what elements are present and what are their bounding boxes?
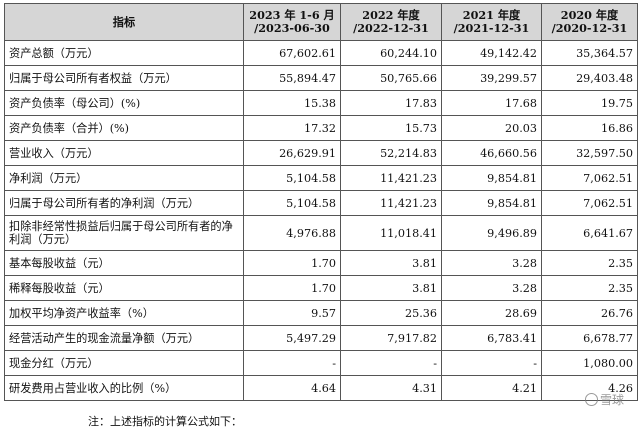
cell-value: 32,597.50: [541, 140, 638, 166]
row-label: 加权平均净资产收益率（%）: [4, 300, 244, 326]
cell-value: 29,403.48: [541, 65, 638, 91]
cell-value: 26,629.91: [243, 140, 341, 166]
cell-value: 9,854.81: [441, 190, 542, 216]
row-label: 稀释每股收益（元）: [4, 275, 244, 301]
cell-value: 5,104.58: [243, 165, 341, 191]
cell-value: 16.86: [541, 115, 638, 141]
table-row: 稀释每股收益（元） 1.70 3.81 3.28 2.35: [4, 275, 638, 301]
cell-value: 7,917.82: [340, 325, 442, 351]
table-row: 营业收入（万元） 26,629.91 52,214.83 46,660.56 3…: [4, 140, 638, 166]
cell-value: 52,214.83: [340, 140, 442, 166]
row-label: 资产总额（万元）: [4, 40, 244, 66]
table-row: 扣除非经常性损益后归属于母公司所有者的净利润（万元） 4,976.88 11,0…: [4, 215, 638, 251]
cell-value: 6,783.41: [441, 325, 542, 351]
table-row: 净利润（万元） 5,104.58 11,421.23 9,854.81 7,06…: [4, 165, 638, 191]
row-label: 资产负债率（合并）(%): [4, 115, 244, 141]
cell-value: 17.83: [340, 90, 442, 116]
table-row: 加权平均净资产收益率（%） 9.57 25.36 28.69 26.76: [4, 300, 638, 326]
cell-value: -: [441, 350, 542, 376]
cell-value: 5,104.58: [243, 190, 341, 216]
cell-value: 11,018.41: [340, 215, 442, 251]
chat-bubble-icon: [584, 393, 598, 406]
financial-table-container: 指标 2023 年 1-6 月/2023-06-30 2022 年度/2022-…: [4, 3, 638, 401]
row-label: 基本每股收益（元）: [4, 250, 244, 276]
cell-value: 1.70: [243, 275, 341, 301]
header-2020: 2020 年度/2020-12-31: [541, 3, 638, 41]
cell-value: 3.28: [441, 275, 542, 301]
table-row: 经营活动产生的现金流量净额（万元） 5,497.29 7,917.82 6,78…: [4, 325, 638, 351]
cell-value: 1.70: [243, 250, 341, 276]
row-label: 研发费用占营业收入的比例（%）: [4, 375, 244, 401]
row-label: 净利润（万元）: [4, 165, 244, 191]
cell-value: 17.32: [243, 115, 341, 141]
table-row: 研发费用占营业收入的比例（%） 4.64 4.31 4.21 4.26: [4, 375, 638, 401]
cell-value: 1,080.00: [541, 350, 638, 376]
cell-value: 9,854.81: [441, 165, 542, 191]
cell-value: 60,244.10: [340, 40, 442, 66]
cell-value: 19.75: [541, 90, 638, 116]
header-2023h1: 2023 年 1-6 月/2023-06-30: [243, 3, 341, 41]
cell-value: -: [243, 350, 341, 376]
cell-value: 17.68: [441, 90, 542, 116]
cell-value: 35,364.57: [541, 40, 638, 66]
cell-value: 11,421.23: [340, 165, 442, 191]
cell-value: 50,765.66: [340, 65, 442, 91]
cell-value: 55,894.47: [243, 65, 341, 91]
header-row: 指标 2023 年 1-6 月/2023-06-30 2022 年度/2022-…: [4, 3, 638, 41]
cell-value: 4.31: [340, 375, 442, 401]
cell-value: 7,062.51: [541, 190, 638, 216]
cell-value: 49,142.42: [441, 40, 542, 66]
cell-value: 39,299.57: [441, 65, 542, 91]
cell-value: 26.76: [541, 300, 638, 326]
cell-value: 25.36: [340, 300, 442, 326]
table-row: 基本每股收益（元） 1.70 3.81 3.28 2.35: [4, 250, 638, 276]
table-row: 归属于母公司所有者权益（万元） 55,894.47 50,765.66 39,2…: [4, 65, 638, 91]
cell-value: 11,421.23: [340, 190, 442, 216]
table-header: 指标 2023 年 1-6 月/2023-06-30 2022 年度/2022-…: [4, 3, 638, 41]
financial-indicators-table: 指标 2023 年 1-6 月/2023-06-30 2022 年度/2022-…: [4, 3, 638, 401]
row-label: 归属于母公司所有者权益（万元）: [4, 65, 244, 91]
header-2022: 2022 年度/2022-12-31: [340, 3, 442, 41]
cell-value: 15.73: [340, 115, 442, 141]
cell-value: 67,602.61: [243, 40, 341, 66]
header-indicator: 指标: [4, 3, 244, 41]
table-row: 资产负债率（合并）(%) 17.32 15.73 20.03 16.86: [4, 115, 638, 141]
cell-value: 7,062.51: [541, 165, 638, 191]
watermark: 雪球: [584, 391, 624, 408]
header-2021: 2021 年度/2021-12-31: [441, 3, 542, 41]
cell-value: 3.81: [340, 275, 442, 301]
cell-value: 4.64: [243, 375, 341, 401]
cell-value: -: [340, 350, 442, 376]
footnote: 注：上述指标的计算公式如下：: [88, 415, 242, 428]
cell-value: 6,678.77: [541, 325, 638, 351]
cell-value: 15.38: [243, 90, 341, 116]
cell-value: 4.21: [441, 375, 542, 401]
row-label: 营业收入（万元）: [4, 140, 244, 166]
watermark-text: 雪球: [599, 393, 624, 407]
cell-value: 5,497.29: [243, 325, 341, 351]
row-label: 扣除非经常性损益后归属于母公司所有者的净利润（万元）: [4, 215, 244, 251]
cell-value: 4,976.88: [243, 215, 341, 251]
cell-value: 2.35: [541, 250, 638, 276]
table-body: 资产总额（万元） 67,602.61 60,244.10 49,142.42 3…: [4, 40, 638, 401]
cell-value: 9.57: [243, 300, 341, 326]
cell-value: 6,641.67: [541, 215, 638, 251]
cell-value: 3.81: [340, 250, 442, 276]
cell-value: 2.35: [541, 275, 638, 301]
table-row: 归属于母公司所有者的净利润（万元） 5,104.58 11,421.23 9,8…: [4, 190, 638, 216]
table-row: 资产负债率（母公司）(%) 15.38 17.83 17.68 19.75: [4, 90, 638, 116]
cell-value: 3.28: [441, 250, 542, 276]
table-row: 现金分红（万元） - - - 1,080.00: [4, 350, 638, 376]
row-label: 归属于母公司所有者的净利润（万元）: [4, 190, 244, 216]
row-label: 资产负债率（母公司）(%): [4, 90, 244, 116]
cell-value: 46,660.56: [441, 140, 542, 166]
table-row: 资产总额（万元） 67,602.61 60,244.10 49,142.42 3…: [4, 40, 638, 66]
cell-value: 28.69: [441, 300, 542, 326]
cell-value: 20.03: [441, 115, 542, 141]
row-label: 现金分红（万元）: [4, 350, 244, 376]
row-label: 经营活动产生的现金流量净额（万元）: [4, 325, 244, 351]
cell-value: 9,496.89: [441, 215, 542, 251]
